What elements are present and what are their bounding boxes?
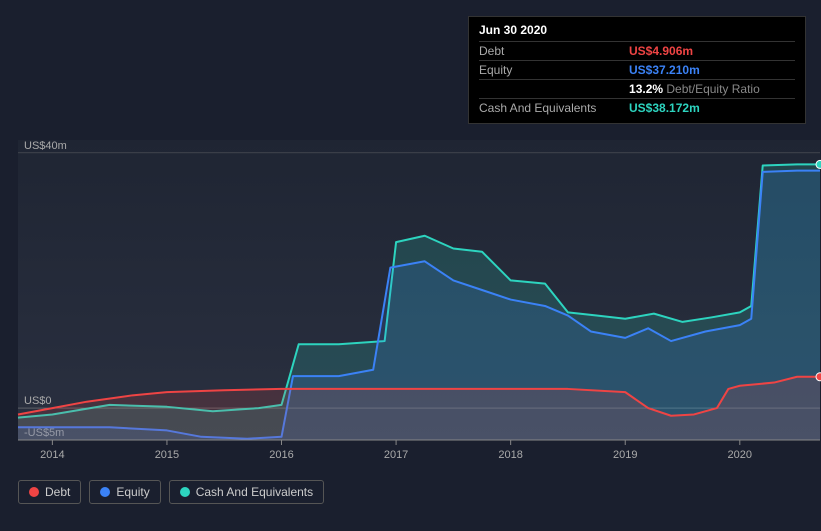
tooltip-row-value: 13.2% Debt/Equity Ratio [629,80,795,99]
tooltip-row-label: Debt [479,42,629,61]
legend-label: Cash And Equivalents [196,485,313,499]
svg-text:2017: 2017 [384,449,408,461]
legend-swatch [100,487,110,497]
legend-swatch [180,487,190,497]
tooltip-row-value: US$37.210m [629,61,795,80]
svg-text:2018: 2018 [498,449,522,461]
svg-text:2019: 2019 [613,449,637,461]
chart-legend: Debt Equity Cash And Equivalents [18,480,324,504]
legend-item-cash-and-equivalents[interactable]: Cash And Equivalents [169,480,324,504]
legend-item-debt[interactable]: Debt [18,480,81,504]
tooltip-row: DebtUS$4.906m [479,42,795,61]
tooltip-table: DebtUS$4.906mEquityUS$37.210m13.2% Debt/… [479,41,795,117]
svg-text:US$0: US$0 [24,395,52,407]
legend-label: Debt [45,485,70,499]
tooltip-row-value: US$38.172m [629,99,795,118]
chart-tooltip: Jun 30 2020 DebtUS$4.906mEquityUS$37.210… [468,16,806,124]
tooltip-row-label: Equity [479,61,629,80]
legend-item-equity[interactable]: Equity [89,480,160,504]
svg-text:US$40m: US$40m [24,140,67,152]
tooltip-row-label [479,80,629,99]
tooltip-row: Cash And EquivalentsUS$38.172m [479,99,795,118]
svg-text:2020: 2020 [728,449,752,461]
tooltip-date: Jun 30 2020 [479,23,795,37]
tooltip-row: EquityUS$37.210m [479,61,795,80]
tooltip-row-label: Cash And Equivalents [479,99,629,118]
legend-swatch [29,487,39,497]
tooltip-row: 13.2% Debt/Equity Ratio [479,80,795,99]
tooltip-row-value: US$4.906m [629,42,795,61]
svg-text:2015: 2015 [155,449,179,461]
svg-text:2016: 2016 [269,449,293,461]
svg-text:2014: 2014 [40,449,64,461]
legend-label: Equity [116,485,149,499]
